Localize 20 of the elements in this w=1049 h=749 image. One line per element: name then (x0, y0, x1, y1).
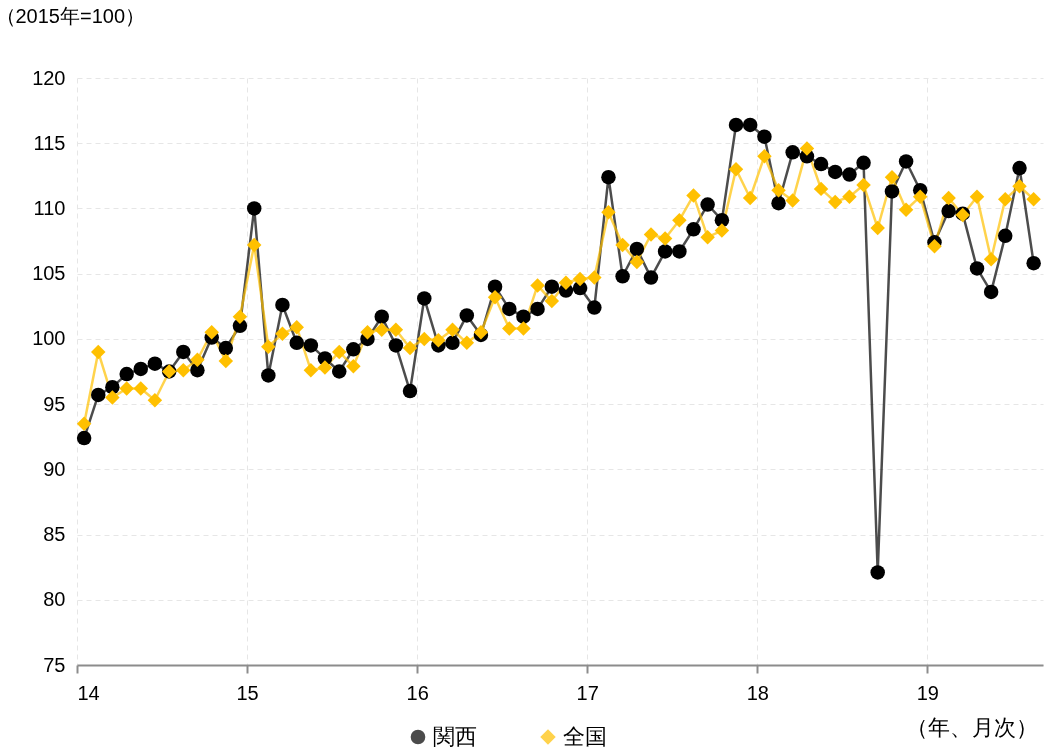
y-tick-label: 120 (32, 66, 66, 89)
y-tick-label: 75 (43, 653, 66, 676)
x-tick-label: 19 (916, 681, 939, 704)
x-tick-label: 14 (77, 681, 100, 704)
x-tick-label: 15 (236, 681, 259, 704)
legend-label: 関西 (433, 724, 477, 749)
y-tick-label: 105 (32, 262, 66, 285)
x-tick-label: 16 (406, 681, 429, 704)
y-tick-label: 80 (43, 588, 66, 611)
legend-label: 全国 (563, 724, 607, 749)
x-axis-title: （年、月次） (905, 714, 1038, 740)
y-tick-label: 85 (43, 523, 66, 546)
x-tick-label: 17 (576, 681, 599, 704)
y-axis-title: （2015年=100） (0, 4, 146, 27)
y-tick-label: 110 (33, 196, 66, 219)
y-tick-label: 95 (43, 392, 66, 415)
y-tick-label: 100 (32, 327, 66, 350)
x-tick-label: 18 (746, 681, 769, 704)
y-tick-label: 90 (43, 457, 66, 480)
y-tick-label: 115 (33, 131, 66, 154)
